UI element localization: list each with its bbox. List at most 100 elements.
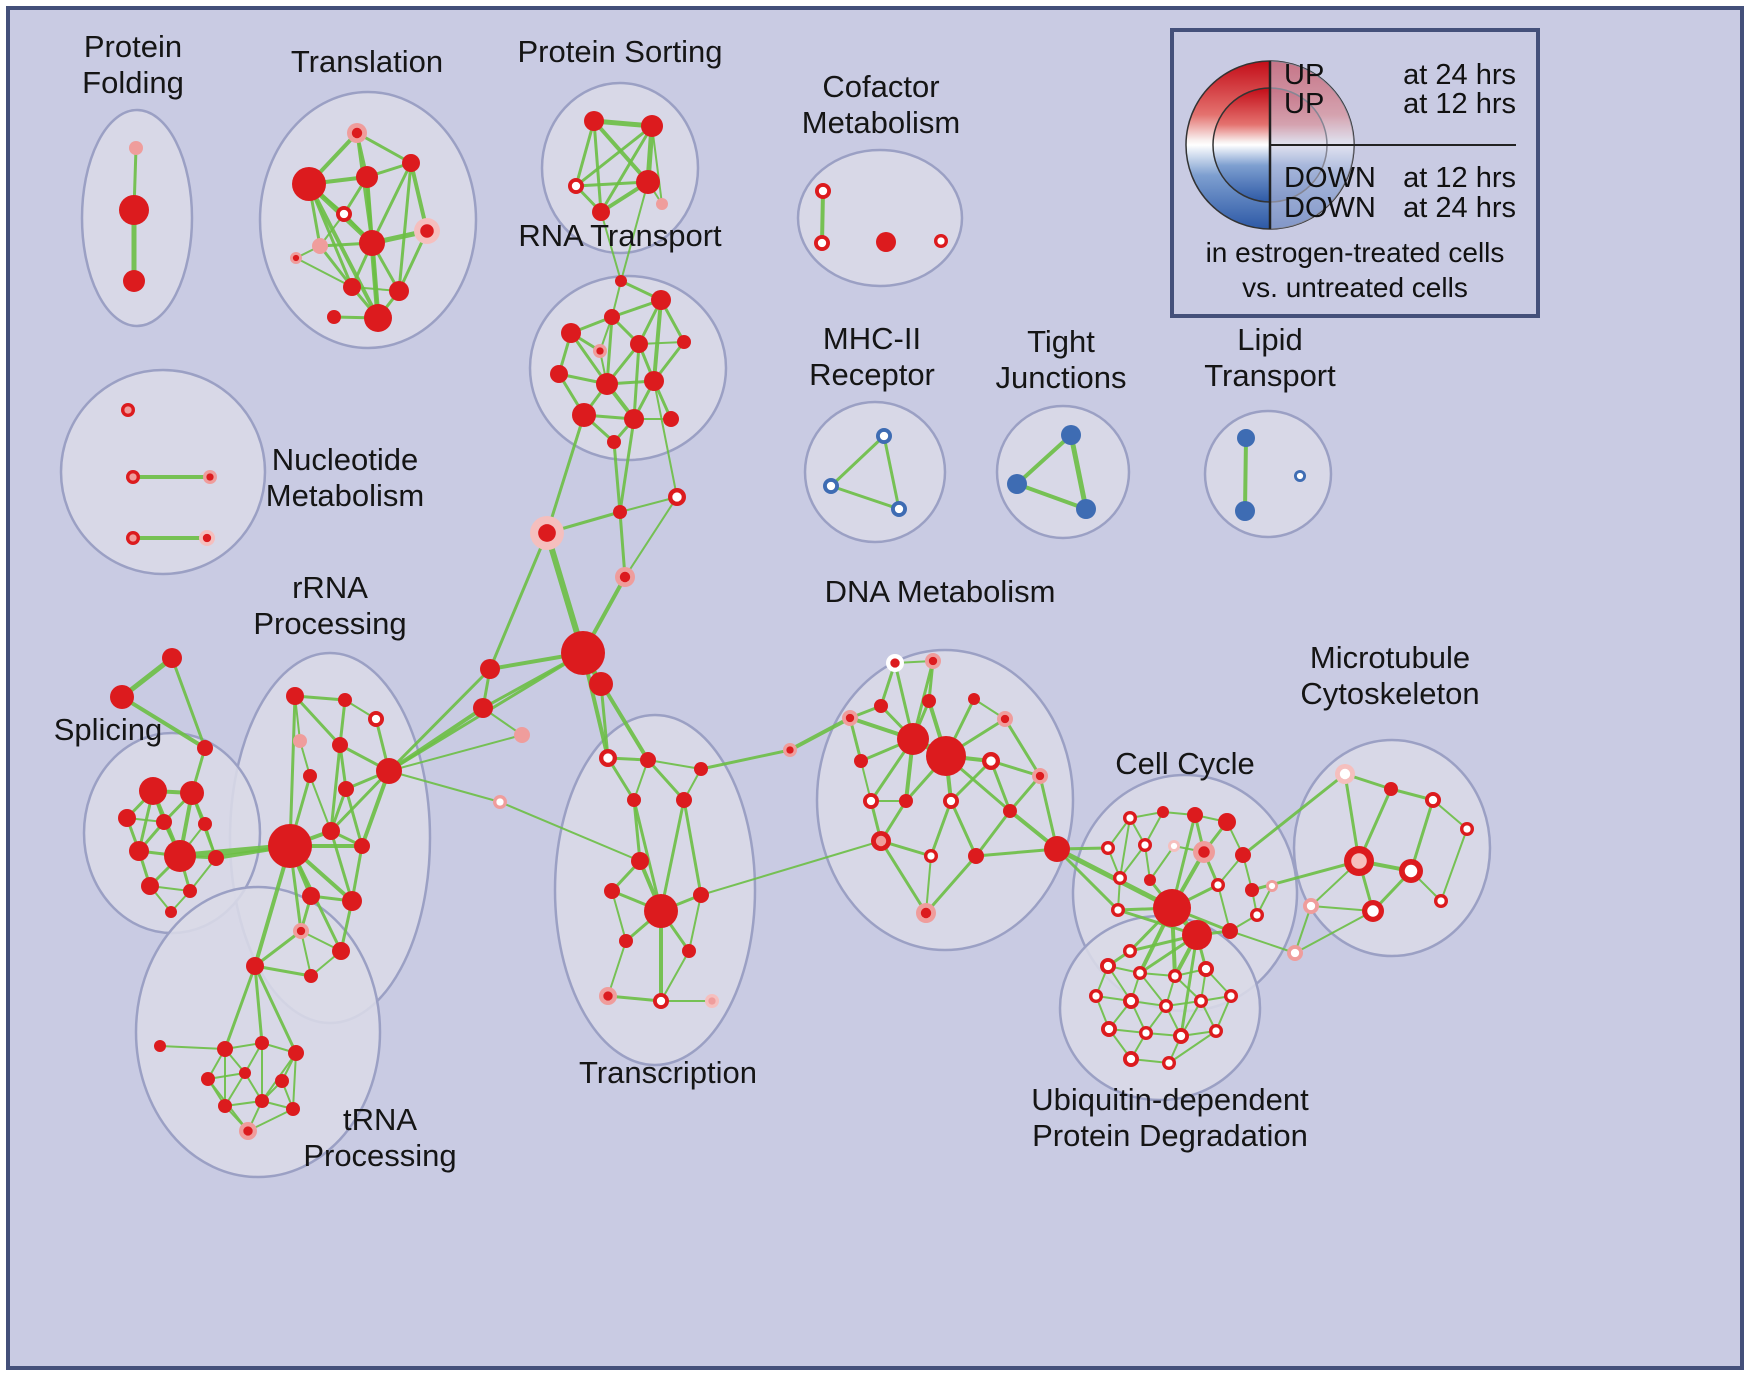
network-node	[876, 428, 892, 444]
network-node	[891, 501, 907, 517]
network-node	[342, 891, 362, 911]
network-node	[886, 654, 904, 672]
network-edge	[288, 694, 297, 848]
network-node	[1113, 871, 1127, 885]
network-node	[1133, 966, 1147, 980]
network-node	[874, 699, 888, 713]
network-node	[968, 693, 980, 705]
network-edge	[499, 801, 641, 862]
network-edge	[397, 161, 413, 293]
network-edge	[632, 798, 663, 913]
network-node	[414, 218, 440, 244]
network-node	[897, 723, 929, 755]
network-node	[693, 887, 709, 903]
network-node	[1123, 811, 1137, 825]
cluster-label-tight-junctions: Tight Junctions	[996, 324, 1127, 395]
network-node	[694, 762, 708, 776]
network-edge	[1149, 845, 1175, 881]
network-node	[641, 115, 663, 137]
legend-row-time-3: at 24 hrs	[1403, 192, 1516, 224]
network-edge	[170, 656, 207, 750]
network-node	[162, 648, 182, 668]
network-node	[1211, 878, 1225, 892]
network-node	[968, 848, 984, 864]
network-node	[926, 736, 966, 776]
network-node	[1168, 969, 1182, 983]
network-edge	[1015, 433, 1073, 486]
network-node	[255, 1036, 269, 1050]
cluster-label-lipid-transport: Lipid Transport	[1204, 322, 1336, 393]
network-edge	[612, 440, 622, 514]
network-node	[376, 758, 402, 784]
network-node	[286, 687, 304, 705]
network-node	[1101, 841, 1115, 855]
network-node	[842, 710, 858, 726]
network-node	[615, 567, 635, 587]
network-node	[599, 987, 617, 1005]
network-node	[619, 934, 633, 948]
legend-row-direction-0: UP	[1284, 59, 1324, 91]
network-edge	[620, 181, 649, 282]
network-node	[596, 373, 618, 395]
network-node	[292, 167, 326, 201]
network-edge	[1294, 905, 1312, 954]
network-node	[347, 123, 367, 143]
network-node	[561, 323, 581, 343]
network-node	[631, 852, 649, 870]
network-edge	[1294, 910, 1374, 954]
network-node	[1159, 999, 1173, 1013]
network-node	[1294, 470, 1306, 482]
network-node	[129, 841, 149, 861]
network-node	[239, 1122, 257, 1140]
network-node	[302, 887, 320, 905]
network-node	[1344, 846, 1374, 876]
network-node	[705, 994, 719, 1008]
network-node	[815, 183, 831, 199]
cluster-label-nucleotide-metabolism: Nucleotide Metabolism	[266, 442, 425, 513]
network-node	[327, 310, 341, 324]
network-node	[293, 923, 309, 939]
network-node	[198, 817, 212, 831]
network-node	[823, 478, 839, 494]
network-node	[1032, 768, 1048, 784]
network-node	[1139, 1026, 1153, 1040]
network-node	[1194, 994, 1208, 1008]
network-edge	[599, 124, 654, 214]
network-edge	[329, 743, 342, 833]
network-node	[1157, 806, 1169, 818]
network-edge	[355, 131, 413, 165]
network-node	[156, 814, 172, 830]
network-node	[550, 365, 568, 383]
network-edge	[1068, 432, 1089, 512]
network-node	[561, 631, 605, 675]
network-node	[322, 822, 340, 840]
cluster-label-trna-processing: tRNA Processing	[303, 1102, 456, 1173]
network-node	[676, 792, 692, 808]
network-node	[338, 693, 352, 707]
network-node	[604, 309, 620, 325]
network-edge	[607, 940, 627, 997]
network-node	[899, 794, 913, 808]
network-edge	[1440, 828, 1468, 902]
network-edge	[688, 894, 702, 952]
network-edge	[820, 189, 825, 245]
network-edge	[253, 964, 298, 1055]
network-edge	[574, 180, 650, 188]
network-edge	[974, 809, 1012, 858]
network-node	[480, 659, 500, 679]
network-node	[239, 1067, 251, 1079]
network-edge	[1168, 1030, 1217, 1064]
network-node	[677, 335, 691, 349]
cluster-label-dna-metabolism: DNA Metabolism	[825, 574, 1056, 609]
network-node	[1007, 474, 1027, 494]
network-node	[924, 849, 938, 863]
network-node	[1193, 841, 1215, 863]
network-node	[199, 530, 215, 546]
cluster-cofactor-metabolism	[796, 148, 964, 288]
network-edge	[949, 759, 993, 803]
network-node	[615, 275, 627, 287]
network-edge	[624, 496, 678, 578]
cluster-label-ubiquitin-degradation: Ubiquitin-dependent Protein Degradation	[1031, 1082, 1309, 1153]
